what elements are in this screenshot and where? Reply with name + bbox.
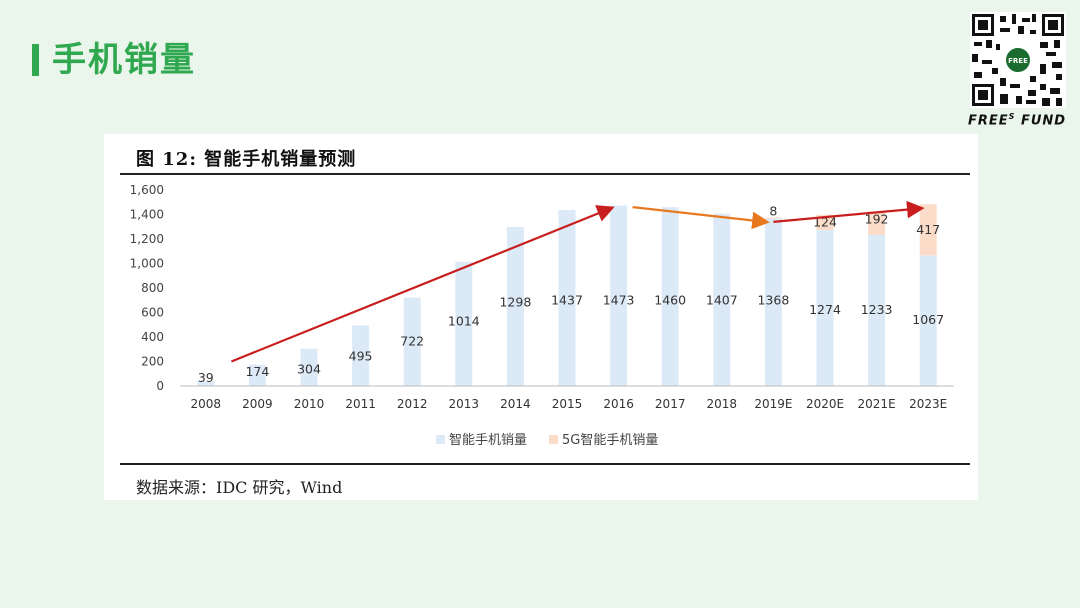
bar-smartphone — [352, 325, 370, 386]
trend-arrow — [230, 205, 615, 363]
legend-swatch-5g — [549, 435, 558, 444]
y-tick-label: 1,000 — [130, 257, 164, 271]
bar-smartphone — [197, 381, 215, 386]
x-tick-label: 2018 — [707, 397, 738, 411]
y-tick-label: 600 — [141, 306, 164, 320]
bar-smartphone — [506, 226, 524, 386]
y-tick-label: 400 — [141, 330, 164, 344]
data-label-smartphone: 304 — [297, 362, 321, 377]
brand-sup: S — [1008, 112, 1016, 121]
x-tick-label: 2023E — [909, 397, 947, 411]
data-label-5g: 8 — [769, 204, 777, 219]
bar-smartphone — [610, 205, 628, 386]
x-tick-label: 2014 — [500, 397, 531, 411]
x-tick-label: 2010 — [294, 397, 325, 411]
y-tick-label: 1,600 — [130, 183, 164, 197]
data-label-smartphone: 174 — [245, 364, 269, 379]
data-label-smartphone: 495 — [349, 349, 373, 364]
x-tick-label: 2017 — [655, 397, 686, 411]
figure-title: 图 12: 智能手机销量预测 — [136, 149, 357, 170]
data-label-smartphone: 1233 — [861, 302, 893, 317]
bar-5g — [868, 211, 886, 235]
y-tick-label: 800 — [141, 281, 164, 295]
x-tick-label: 2016 — [603, 397, 634, 411]
data-label-smartphone: 1368 — [757, 292, 789, 307]
bar-smartphone — [764, 218, 782, 386]
source-rule — [120, 463, 970, 465]
brand-word: FREE — [968, 113, 1009, 129]
trend-arrow — [773, 200, 925, 223]
x-tick-label: 2012 — [397, 397, 428, 411]
data-label-smartphone: 1274 — [809, 302, 841, 317]
y-tick-label: 1,200 — [130, 232, 164, 246]
title-accent-bar — [32, 44, 39, 76]
bar-smartphone — [558, 209, 576, 386]
page-title: 手机销量 — [52, 40, 196, 80]
data-label-smartphone: 1067 — [912, 312, 944, 327]
bar-smartphone — [713, 213, 731, 386]
x-tick-label: 2011 — [345, 397, 376, 411]
bar-smartphone — [403, 297, 421, 386]
bar-smartphone — [300, 348, 318, 386]
data-label-smartphone: 1298 — [499, 295, 531, 310]
y-tick-label: 1,400 — [130, 208, 164, 222]
bar-smartphone — [816, 229, 834, 386]
x-tick-label: 2019E — [754, 397, 792, 411]
x-tick-label: 2020E — [806, 397, 844, 411]
trend-arrow — [632, 206, 770, 230]
data-label-smartphone: 1407 — [706, 292, 738, 307]
data-label-5g: 192 — [865, 211, 889, 226]
x-tick-label: 2008 — [191, 397, 222, 411]
brand-name: FREES FUND — [968, 112, 1068, 128]
chart: 0 200 400 600 800 1,000 1,200 1,400 1,600 2008 39 2… — [130, 183, 954, 448]
data-label-smartphone: 722 — [400, 333, 424, 348]
title-rule — [120, 173, 970, 175]
legend-label-5g: 5G智能手机销量 — [562, 433, 658, 448]
qr-logo-text: FREE — [1008, 57, 1028, 65]
bar-smartphone — [919, 255, 937, 386]
bar-smartphone — [248, 364, 266, 386]
qr-block: FREE FREES FUND — [968, 12, 1068, 128]
figure-source: 数据来源：IDC 研究，Wind — [136, 478, 343, 497]
data-label-smartphone: 1473 — [603, 292, 635, 307]
legend-swatch-smartphone — [436, 435, 445, 444]
data-label-smartphone: 1460 — [654, 292, 686, 307]
y-tick-label: 200 — [141, 355, 164, 369]
y-tick-label: 0 — [156, 379, 164, 393]
data-label-5g: 417 — [916, 222, 940, 237]
bar-smartphone — [455, 261, 473, 386]
x-tick-label: 2015 — [552, 397, 583, 411]
qr-code-icon: FREE — [970, 12, 1066, 108]
bar-5g — [764, 217, 782, 219]
data-label-smartphone: 1014 — [448, 314, 480, 329]
x-tick-label: 2013 — [449, 397, 480, 411]
bar-smartphone — [868, 234, 886, 386]
figure-panel: 图 12: 智能手机销量预测 0 200 400 600 800 1,000 1,200 1,… — [104, 134, 978, 500]
bar-smartphone — [661, 207, 679, 386]
legend-label-smartphone: 智能手机销量 — [449, 433, 527, 448]
data-label-smartphone: 1437 — [551, 292, 583, 307]
brand-tail: FUND — [1020, 113, 1067, 129]
x-tick-label: 2009 — [242, 397, 273, 411]
data-label-smartphone: 39 — [198, 370, 214, 385]
x-tick-label: 2021E — [858, 397, 896, 411]
